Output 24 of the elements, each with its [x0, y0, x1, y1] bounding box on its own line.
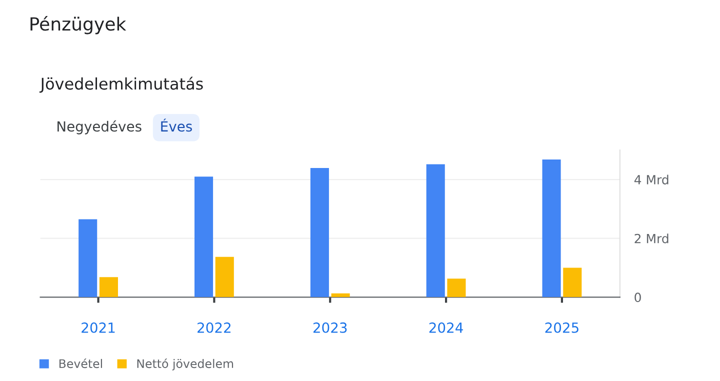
bar — [563, 268, 582, 298]
x-tick-label: 2023 — [313, 322, 347, 333]
chart-title: Pénzügyek — [30, 16, 126, 34]
bar — [99, 277, 118, 298]
bar — [542, 160, 561, 298]
text: Éves — [161, 118, 192, 132]
legend-label: Bevétel — [59, 358, 102, 368]
bar — [310, 168, 329, 298]
x-tick-label: 2021 — [82, 322, 115, 333]
y-tick-label: 2 Mrd — [634, 234, 668, 244]
x-tick-label: 2024 — [429, 322, 463, 333]
bar — [78, 219, 98, 298]
legend-label: Nettó jövedelem — [137, 358, 234, 370]
bar — [331, 293, 350, 298]
text: Negyedéves — [58, 120, 142, 134]
y-tick-label: 0 — [634, 292, 641, 302]
x-tick-label: 2025 — [545, 322, 578, 333]
bar — [426, 164, 445, 298]
bar — [215, 256, 234, 298]
bar — [194, 176, 214, 298]
y-tick-label: 4 Mrd — [634, 174, 668, 184]
bar — [447, 278, 466, 298]
chart-subtitle: Jövedelemkimutatás — [39, 76, 203, 93]
x-tick-label: 2022 — [198, 322, 230, 333]
